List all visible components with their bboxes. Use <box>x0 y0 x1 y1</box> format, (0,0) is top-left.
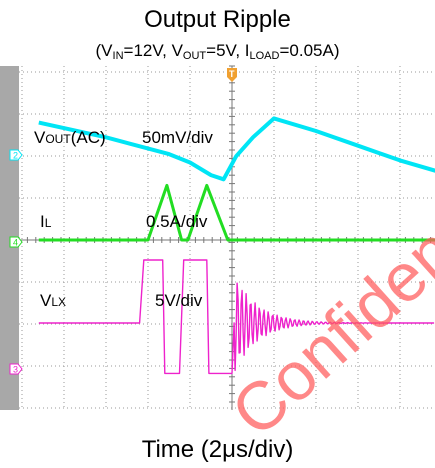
scale-label-ch3: 5V/div <box>155 291 203 310</box>
subtitle-iload-sub: LOAD <box>249 50 280 62</box>
scale-label-ch2: 50mV/div <box>142 128 213 147</box>
trigger-marker-label: T <box>229 69 235 79</box>
trace-label-ch2: VOUT(AC) <box>34 128 106 147</box>
ground-marker-ch2: 2 <box>9 149 23 161</box>
ground-marker-label: 3 <box>13 365 18 375</box>
subtitle-vin-val: =12V, V <box>123 41 183 60</box>
trace-ch2 <box>38 116 435 182</box>
ground-marker-label: 4 <box>13 238 18 248</box>
scale-label-ch4: 0.5A/div <box>146 212 208 231</box>
subtitle-vin-sub: IN <box>112 50 124 62</box>
ground-marker-ch3: 3 <box>9 363 23 375</box>
trace-labels: VOUT(AC) 50mV/div IL 0.5A/div VLX 5V/div <box>34 128 213 310</box>
chart-title: Output Ripple <box>144 6 291 33</box>
ground-marker-label: 2 <box>13 151 18 161</box>
subtitle-iload-val: =0.05A) <box>279 41 340 60</box>
scope-markers: 2 4 3 T <box>9 68 237 375</box>
trace-label-ch4: IL <box>40 212 52 231</box>
trace-label-ch3: VLX <box>40 291 66 310</box>
trace-ch3 <box>38 259 435 375</box>
trigger-marker: T <box>227 68 237 82</box>
x-axis-label: Time (2μs/div) <box>141 436 294 463</box>
ground-marker-ch4: 4 <box>9 236 23 248</box>
subtitle-vout-val: =5V, I <box>206 41 250 60</box>
subtitle-open: (V <box>95 41 113 60</box>
trace-ch4 <box>38 183 435 242</box>
scope-traces <box>38 116 435 375</box>
chart-subtitle: (VIN=12V, VOUT=5V, ILOAD=0.05A) <box>0 41 435 62</box>
subtitle-vout-sub: OUT <box>182 50 207 62</box>
